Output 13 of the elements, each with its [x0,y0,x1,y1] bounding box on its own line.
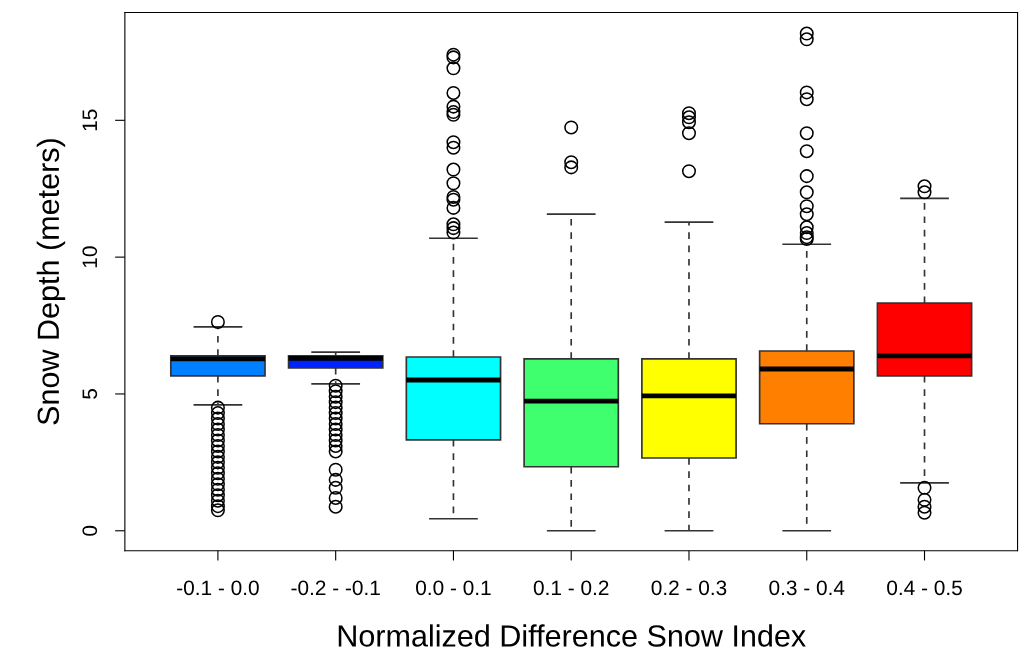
y-tick-label: 5 [82,389,98,399]
x-axis-title: Normalized Difference Snow Index [338,624,806,647]
x-tick-label: 0.4 - 0.5 [887,580,962,596]
y-tick-label: 0 [82,525,98,536]
x-tick-label: 0.1 - 0.2 [533,580,609,596]
x-tick-label: -0.2 - -0.1 [291,580,380,596]
y-tick-label: 15 [82,109,98,131]
x-tick-label: -0.1 - 0.0 [177,580,259,596]
y-axis-title: Snow Depth (meters) [36,139,66,425]
x-tick-label: 0.0 - 0.1 [416,580,491,596]
y-tick-label: 10 [82,246,98,268]
x-tick-label: 0.2 - 0.3 [651,580,727,596]
x-tick-label: 0.3 - 0.4 [769,580,845,596]
